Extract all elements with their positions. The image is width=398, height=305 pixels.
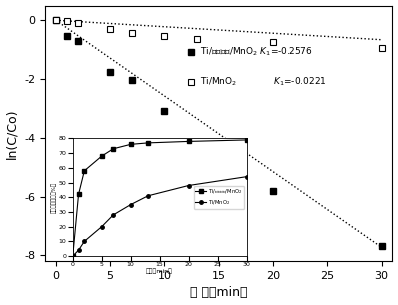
Y-axis label: ln(C/Co): ln(C/Co) bbox=[6, 108, 19, 159]
X-axis label: 时 间（min）: 时 间（min） bbox=[190, 286, 248, 300]
Text: Ti/炭气凝胶/MnO$_2$ $\it{K}_1$=-0.2576: Ti/炭气凝胶/MnO$_2$ $\it{K}_1$=-0.2576 bbox=[199, 45, 312, 58]
Text: Ti/MnO$_2$             $\it{K}_1$=-0.0221: Ti/MnO$_2$ $\it{K}_1$=-0.0221 bbox=[199, 76, 326, 88]
